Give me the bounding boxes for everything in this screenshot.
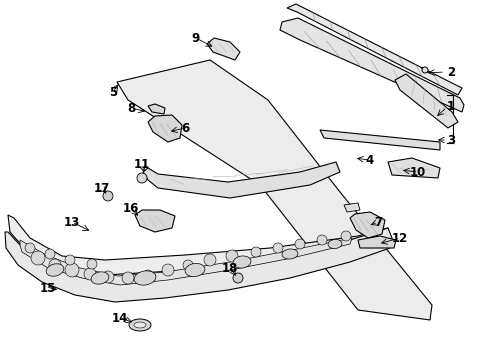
Circle shape bbox=[340, 231, 350, 241]
Text: 16: 16 bbox=[122, 202, 139, 215]
Polygon shape bbox=[135, 210, 175, 232]
Text: 10: 10 bbox=[409, 166, 425, 179]
Text: 4: 4 bbox=[365, 153, 373, 166]
Polygon shape bbox=[343, 203, 359, 212]
Circle shape bbox=[137, 173, 147, 183]
Text: 12: 12 bbox=[391, 231, 407, 244]
Text: 5: 5 bbox=[109, 85, 117, 99]
Text: 18: 18 bbox=[222, 261, 238, 274]
Text: 6: 6 bbox=[181, 122, 189, 135]
Circle shape bbox=[203, 254, 216, 266]
Text: 14: 14 bbox=[112, 311, 128, 324]
Text: 17: 17 bbox=[94, 181, 110, 194]
Circle shape bbox=[232, 273, 243, 283]
Polygon shape bbox=[319, 130, 439, 150]
Text: 2: 2 bbox=[446, 66, 454, 78]
Circle shape bbox=[122, 272, 134, 284]
Circle shape bbox=[103, 191, 113, 201]
Text: 8: 8 bbox=[126, 102, 135, 114]
Circle shape bbox=[316, 235, 326, 245]
Ellipse shape bbox=[91, 272, 109, 284]
Ellipse shape bbox=[233, 256, 250, 268]
Ellipse shape bbox=[184, 264, 204, 276]
Circle shape bbox=[183, 260, 193, 270]
Text: 3: 3 bbox=[446, 134, 454, 147]
Polygon shape bbox=[148, 104, 164, 114]
Circle shape bbox=[65, 263, 79, 277]
Circle shape bbox=[84, 268, 96, 280]
Circle shape bbox=[294, 239, 305, 249]
Polygon shape bbox=[286, 4, 461, 95]
Circle shape bbox=[65, 255, 75, 265]
Ellipse shape bbox=[134, 271, 156, 285]
Polygon shape bbox=[20, 238, 351, 285]
Polygon shape bbox=[387, 158, 439, 178]
Circle shape bbox=[250, 247, 261, 257]
Polygon shape bbox=[5, 228, 391, 302]
Text: 13: 13 bbox=[64, 216, 80, 229]
Polygon shape bbox=[8, 215, 389, 275]
Text: 15: 15 bbox=[40, 282, 56, 294]
Text: 9: 9 bbox=[191, 31, 200, 45]
Text: 7: 7 bbox=[373, 216, 381, 229]
Ellipse shape bbox=[134, 322, 146, 328]
Circle shape bbox=[421, 67, 427, 73]
Circle shape bbox=[162, 264, 174, 276]
Circle shape bbox=[87, 259, 97, 269]
Circle shape bbox=[272, 243, 283, 253]
Polygon shape bbox=[357, 236, 395, 248]
Polygon shape bbox=[280, 18, 463, 112]
Circle shape bbox=[142, 270, 153, 280]
Circle shape bbox=[31, 251, 45, 265]
Polygon shape bbox=[148, 115, 182, 142]
Circle shape bbox=[225, 250, 238, 262]
Circle shape bbox=[49, 259, 61, 271]
Polygon shape bbox=[206, 38, 240, 60]
Polygon shape bbox=[394, 74, 457, 128]
Circle shape bbox=[102, 271, 114, 283]
Circle shape bbox=[25, 243, 35, 253]
Ellipse shape bbox=[327, 239, 341, 248]
Text: 1: 1 bbox=[446, 100, 454, 113]
Ellipse shape bbox=[129, 319, 151, 331]
Text: 11: 11 bbox=[134, 158, 150, 171]
Ellipse shape bbox=[46, 264, 64, 276]
Circle shape bbox=[45, 249, 55, 259]
Polygon shape bbox=[117, 60, 431, 320]
Polygon shape bbox=[142, 162, 339, 198]
Polygon shape bbox=[349, 212, 384, 238]
Ellipse shape bbox=[282, 249, 297, 259]
